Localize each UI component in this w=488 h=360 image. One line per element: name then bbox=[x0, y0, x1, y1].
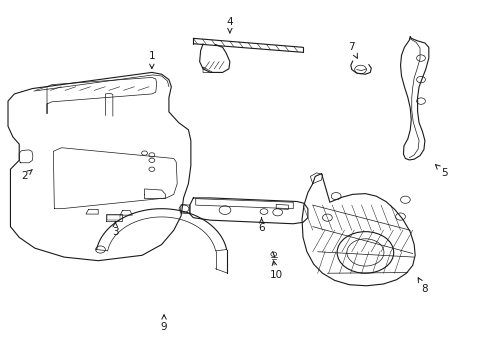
Text: 10: 10 bbox=[269, 261, 282, 280]
Text: 9: 9 bbox=[161, 315, 167, 332]
Text: 2: 2 bbox=[21, 170, 32, 181]
Text: 5: 5 bbox=[435, 165, 447, 178]
Text: 6: 6 bbox=[258, 218, 264, 233]
Text: 3: 3 bbox=[112, 221, 119, 237]
Text: 8: 8 bbox=[417, 278, 427, 294]
Text: 7: 7 bbox=[348, 42, 357, 58]
Text: 4: 4 bbox=[226, 17, 233, 33]
Text: 1: 1 bbox=[148, 51, 155, 68]
